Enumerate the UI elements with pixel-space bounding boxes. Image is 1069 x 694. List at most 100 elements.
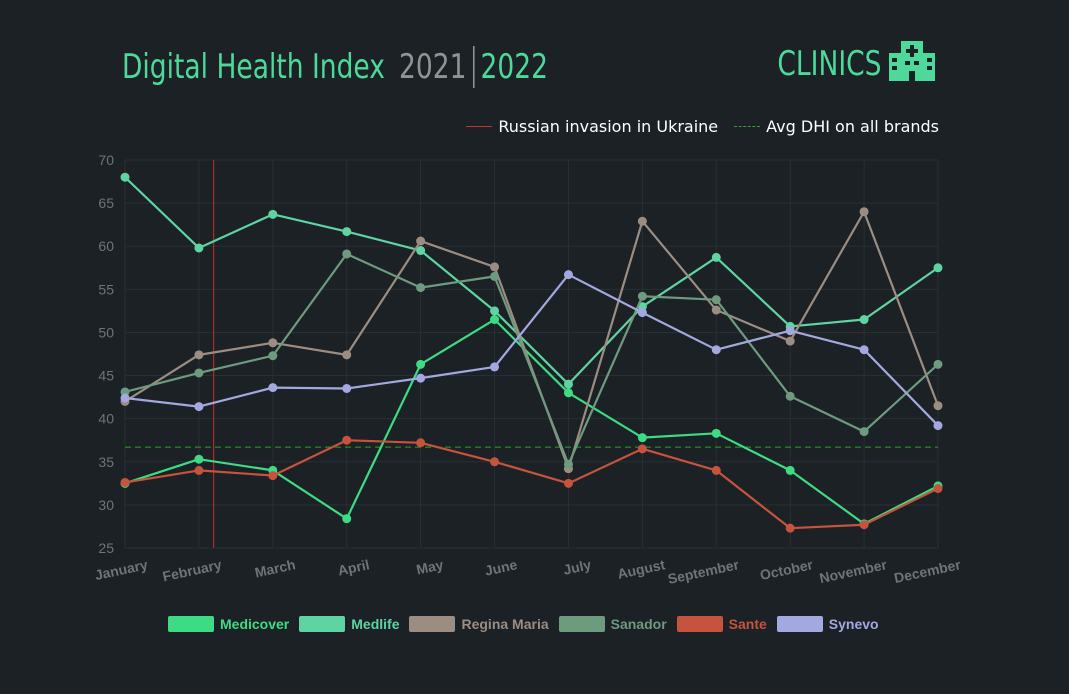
- series-legend: Medicover Medlife Regina Maria Sanador Sante…: [168, 616, 889, 632]
- title-text: Digital Health Index: [122, 47, 385, 87]
- data-point-synevo: [268, 383, 278, 393]
- y-tick-label: 25: [98, 540, 114, 556]
- data-point-regina-maria: [268, 338, 278, 348]
- x-tick-label: June: [483, 556, 518, 578]
- series-line-regina-maria: [124, 210, 940, 470]
- data-point-synevo: [785, 326, 795, 336]
- x-tick-label: December: [893, 556, 963, 586]
- data-point-sanador: [194, 368, 204, 378]
- data-point-sanador: [416, 283, 426, 293]
- data-point-medlife: [711, 252, 721, 262]
- legend-label: Regina Maria: [461, 616, 549, 632]
- legend-average-label: Avg DHI on all brands: [766, 117, 939, 136]
- series-line-medlife: [124, 176, 939, 386]
- data-point-regina-maria: [785, 336, 795, 346]
- data-point-medicover: [490, 315, 500, 325]
- legend-invasion[interactable]: Russian invasion in Ukraine: [466, 117, 718, 136]
- data-point-medlife: [933, 263, 943, 273]
- year-separator: [472, 46, 475, 88]
- y-tick-label: 35: [98, 454, 114, 470]
- data-point-sante: [268, 471, 278, 481]
- data-point-sanador: [563, 459, 573, 469]
- category-header: CLINICS: [748, 44, 881, 84]
- data-point-medlife: [859, 315, 869, 325]
- x-tick-label: November: [818, 556, 889, 586]
- data-point-sanador: [785, 391, 795, 401]
- data-point-synevo: [194, 402, 204, 412]
- data-point-sante: [563, 478, 573, 488]
- data-point-sante: [194, 465, 204, 475]
- legend-item-regina-maria[interactable]: Regina Maria: [409, 616, 549, 632]
- data-point-regina-maria: [711, 305, 721, 315]
- x-tick-label: May: [415, 556, 445, 577]
- data-point-regina-maria: [416, 236, 426, 246]
- data-point-sanador: [859, 427, 869, 437]
- legend-label: Medlife: [351, 616, 400, 632]
- data-point-sante: [490, 457, 500, 467]
- data-point-sanador: [933, 359, 943, 369]
- x-tick-label: February: [161, 556, 223, 584]
- data-point-regina-maria: [194, 350, 204, 360]
- y-tick-label: 65: [98, 195, 114, 211]
- category-label: CLINICS: [776, 44, 881, 84]
- data-point-synevo: [120, 393, 130, 403]
- legend-label: Synevo: [828, 616, 879, 632]
- data-point-synevo: [490, 362, 500, 372]
- chart-header: Digital Health Index 2021 2022: [122, 42, 668, 92]
- y-tick-label: 50: [98, 324, 114, 340]
- legend-invasion-label: Russian invasion in Ukraine: [498, 117, 719, 136]
- data-point-synevo: [563, 270, 573, 280]
- y-tick-label: 45: [98, 368, 114, 384]
- data-point-medicover: [711, 428, 721, 438]
- year-2021: 2021: [399, 47, 467, 87]
- data-point-sante: [933, 484, 943, 494]
- legend-item-sante[interactable]: Sante: [676, 616, 767, 632]
- legend-swatch: [168, 616, 214, 632]
- data-point-synevo: [637, 308, 647, 318]
- data-point-sanador: [637, 291, 647, 301]
- data-point-synevo: [342, 383, 352, 393]
- legend-average[interactable]: Avg DHI on all brands: [734, 117, 939, 136]
- data-point-medlife: [342, 227, 352, 237]
- data-point-sanador: [711, 295, 721, 305]
- legend-item-medicover[interactable]: Medicover: [168, 616, 289, 632]
- data-point-regina-maria: [342, 350, 352, 360]
- data-point-sante: [120, 477, 130, 487]
- data-point-medlife: [120, 172, 130, 182]
- average-line-swatch: [734, 126, 761, 127]
- chart-title: Digital Health Index 2021 2022: [122, 46, 548, 88]
- data-point-medlife: [563, 379, 573, 389]
- legend-label: Medicover: [220, 616, 290, 632]
- data-point-sante: [711, 465, 721, 475]
- legend-swatch: [409, 616, 456, 632]
- legend-swatch: [676, 616, 723, 632]
- legend-item-synevo[interactable]: Synevo: [776, 616, 879, 632]
- annotation-legend: Russian invasion in Ukraine Avg DHI on a…: [466, 117, 939, 136]
- legend-item-medlife[interactable]: Medlife: [299, 616, 399, 632]
- x-tick-label: August: [616, 556, 667, 582]
- y-tick-label: 30: [98, 497, 114, 513]
- x-tick-label: October: [758, 556, 814, 583]
- data-point-medlife: [416, 246, 426, 256]
- y-tick-label: 40: [98, 411, 114, 427]
- data-point-regina-maria: [933, 401, 943, 411]
- data-point-synevo: [859, 345, 869, 355]
- data-point-sanador: [490, 271, 500, 281]
- data-point-regina-maria: [859, 207, 869, 217]
- series-line-sante: [124, 439, 939, 530]
- data-point-synevo: [933, 421, 943, 431]
- data-point-medlife: [268, 209, 278, 219]
- legend-label: Sanador: [610, 616, 667, 632]
- data-point-sante: [785, 523, 795, 533]
- data-point-medicover: [342, 514, 352, 524]
- x-tick-label: March: [253, 556, 297, 580]
- invasion-line-swatch: [466, 126, 493, 127]
- legend-swatch: [558, 616, 605, 632]
- legend-swatch: [776, 616, 823, 632]
- legend-item-sanador[interactable]: Sanador: [558, 616, 667, 632]
- data-point-sanador: [268, 351, 278, 361]
- data-point-sante: [342, 435, 352, 445]
- hospital-icon: [889, 41, 935, 81]
- series-line-medicover: [124, 318, 939, 525]
